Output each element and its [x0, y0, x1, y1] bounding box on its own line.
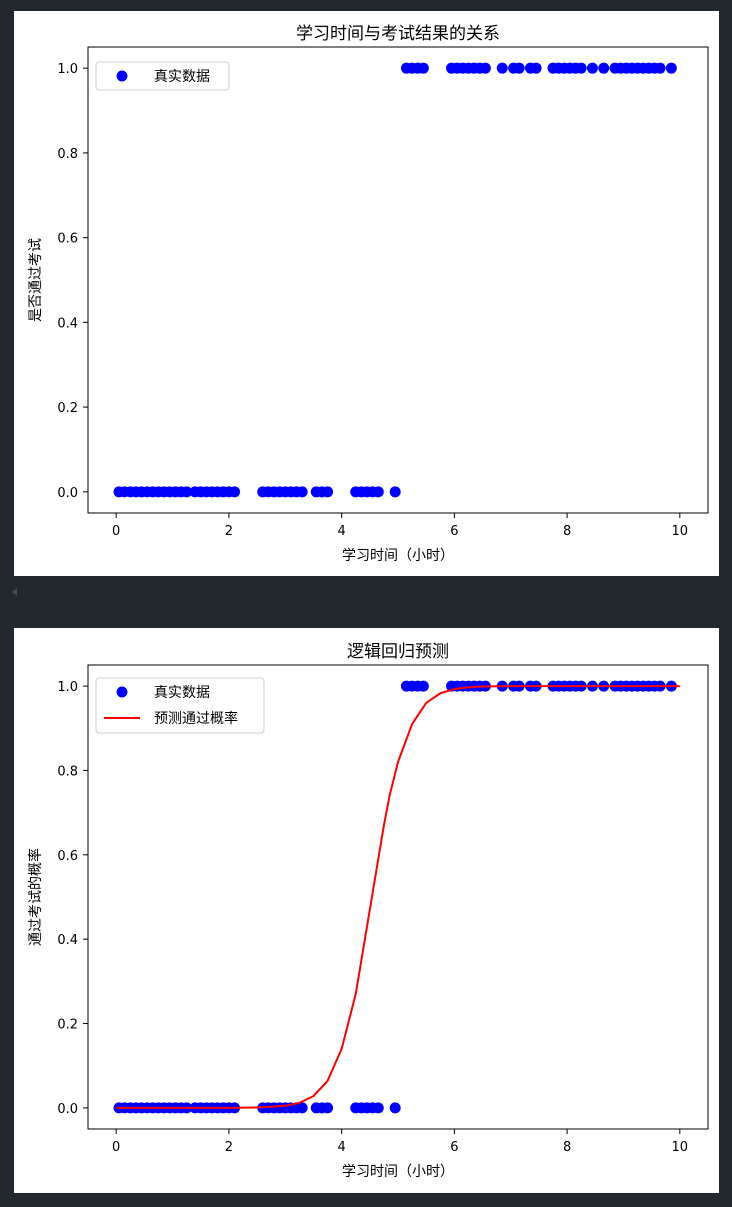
plot-frame	[87, 46, 709, 514]
data-point	[181, 486, 193, 498]
x-axis-label: 学习时间（小时）	[342, 1164, 454, 1180]
data-point	[229, 486, 241, 498]
legend-marker	[116, 686, 128, 698]
plot-frame	[87, 664, 709, 1130]
data-point	[654, 62, 666, 74]
y-tick-label: 0.2	[57, 1018, 78, 1033]
x-tick-label: 6	[450, 524, 458, 539]
data-point	[496, 62, 508, 74]
data-point	[322, 1102, 334, 1114]
x-tick-label: 10	[672, 1140, 689, 1155]
legend-marker	[116, 70, 128, 82]
probability-line	[116, 685, 680, 1109]
legend-box	[95, 677, 265, 734]
y-tick-label: 0.8	[57, 764, 78, 779]
data-point	[417, 62, 429, 74]
data-point	[296, 486, 308, 498]
scatter-chart: 学习时间与考试结果的关系 0 2 4 6 8 10 0.0 0.2 0.4 0.6 0.8 1.0 真…	[28, 24, 709, 564]
chart-title: 逻辑回归预测	[347, 642, 449, 662]
x-tick-label: 4	[337, 524, 345, 539]
x-tick-label: 6	[450, 1140, 458, 1155]
data-point	[575, 62, 587, 74]
y-tick-label: 0.6	[57, 232, 78, 247]
data-point	[389, 486, 401, 498]
data-point	[530, 62, 542, 74]
data-point	[372, 486, 384, 498]
plot-output-logistic: 逻辑回归预测 0 2 4 6 8 10 0.0 0.2 0.4 0.6 0.8 1.0 真实数据预测通…	[14, 628, 719, 1193]
data-point	[372, 1102, 384, 1114]
x-tick-label: 2	[225, 524, 233, 539]
x-axis-label: 学习时间（小时）	[342, 548, 454, 564]
y-tick-label: 0.0	[57, 1102, 78, 1117]
legend-label: 真实数据	[154, 69, 210, 85]
data-point	[322, 486, 334, 498]
data-point	[296, 1102, 308, 1114]
x-tick-label: 0	[112, 1140, 120, 1155]
x-tick-label: 8	[563, 1140, 571, 1155]
data-point	[417, 680, 429, 692]
logistic-regression-chart: 逻辑回归预测 0 2 4 6 8 10 0.0 0.2 0.4 0.6 0.8 1.0 真实数据预测通…	[27, 642, 709, 1180]
y-tick-label: 0.4	[57, 316, 78, 331]
scroll-left-arrow-icon[interactable]	[12, 588, 17, 596]
y-tick-label: 0.6	[57, 849, 78, 864]
x-tick-label: 0	[112, 524, 120, 539]
legend-label: 预测通过概率	[154, 710, 238, 727]
data-point	[479, 62, 491, 74]
data-point	[665, 62, 677, 74]
y-axis-label: 是否通过考试	[28, 238, 44, 322]
y-tick-label: 0.0	[57, 486, 78, 501]
data-point	[598, 62, 610, 74]
y-tick-label: 0.4	[57, 933, 78, 948]
y-tick-label: 1.0	[57, 62, 78, 77]
x-tick-label: 10	[672, 524, 689, 539]
x-tick-label: 2	[225, 1140, 233, 1155]
x-tick-label: 8	[563, 524, 571, 539]
y-tick-label: 1.0	[57, 680, 78, 695]
x-tick-label: 4	[337, 1140, 345, 1155]
y-axis-label: 通过考试的概率	[27, 848, 44, 946]
data-point	[389, 1102, 401, 1114]
legend-label: 真实数据	[154, 685, 210, 701]
y-tick-label: 0.2	[57, 401, 78, 416]
legend-box	[95, 61, 230, 91]
plot-output-scatter: 学习时间与考试结果的关系 0 2 4 6 8 10 0.0 0.2 0.4 0.6 0.8 1.0 真…	[14, 11, 719, 576]
data-point	[586, 62, 598, 74]
chart-title: 学习时间与考试结果的关系	[296, 24, 500, 44]
y-tick-label: 0.8	[57, 147, 78, 162]
data-point	[513, 62, 525, 74]
